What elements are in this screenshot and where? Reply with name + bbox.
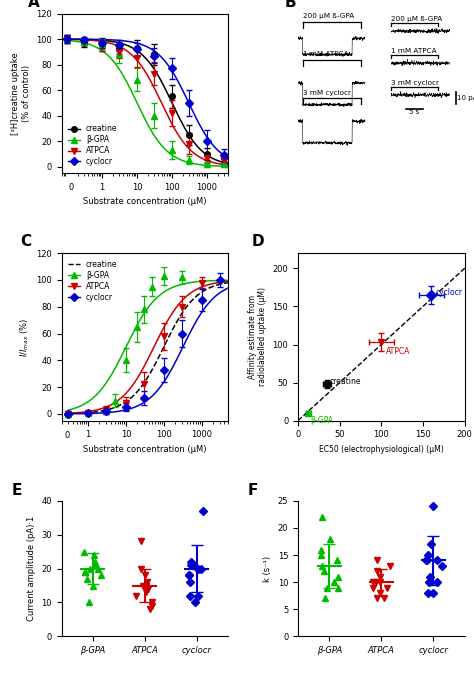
Text: ATPCA: ATPCA xyxy=(385,347,410,356)
Y-axis label: $I/I_{max}$ (%): $I/I_{max}$ (%) xyxy=(18,318,31,357)
Text: 10 pA: 10 pA xyxy=(457,95,474,101)
Text: 0: 0 xyxy=(68,183,73,192)
Legend: creatine, β-GPA, ATPCA, cyclocr: creatine, β-GPA, ATPCA, cyclocr xyxy=(65,257,120,305)
Text: C: C xyxy=(20,234,31,250)
creatine xyxy=(65,410,71,418)
creatine xyxy=(166,332,172,341)
Y-axis label: Current amplitude (pA)·1: Current amplitude (pA)·1 xyxy=(27,516,36,621)
Text: 0: 0 xyxy=(64,431,70,440)
creatine xyxy=(182,305,187,313)
Text: cyclocr: cyclocr xyxy=(436,288,462,297)
Text: E: E xyxy=(12,483,22,498)
X-axis label: Substrate concentration (μM): Substrate concentration (μM) xyxy=(83,445,207,454)
Text: A: A xyxy=(28,0,40,10)
Text: F: F xyxy=(248,483,258,498)
X-axis label: EC50 (electrophysiological) (μM): EC50 (electrophysiological) (μM) xyxy=(319,445,444,454)
Text: 3 mM cyclocr: 3 mM cyclocr xyxy=(391,80,439,86)
Text: 1 mM ATPCA: 1 mM ATPCA xyxy=(391,48,437,54)
creatine xyxy=(129,393,135,401)
Y-axis label: Affinity estimate from
radiolabelled uptake (μM): Affinity estimate from radiolabelled upt… xyxy=(247,288,267,387)
Y-axis label: [³H]creatine uptake
(% of control): [³H]creatine uptake (% of control) xyxy=(11,52,31,135)
creatine xyxy=(225,278,231,286)
Text: 3 mM cyclocr: 3 mM cyclocr xyxy=(303,89,351,95)
Y-axis label: k (s⁻¹): k (s⁻¹) xyxy=(263,556,272,582)
Text: creatine: creatine xyxy=(329,377,361,387)
Text: 200 µM ß-GPA: 200 µM ß-GPA xyxy=(391,16,443,22)
Text: β-GPA: β-GPA xyxy=(310,416,334,425)
creatine xyxy=(181,307,186,315)
Text: 200 µM ß-GPA: 200 µM ß-GPA xyxy=(303,13,354,19)
Text: D: D xyxy=(251,234,264,250)
X-axis label: Substrate concentration (μM): Substrate concentration (μM) xyxy=(83,197,207,206)
Text: 1 mM ATPCA: 1 mM ATPCA xyxy=(303,51,349,58)
Text: 5 s: 5 s xyxy=(410,109,419,115)
Legend: creatine, β-GPA, ATPCA, cyclocr: creatine, β-GPA, ATPCA, cyclocr xyxy=(65,121,120,169)
creatine xyxy=(118,401,123,409)
Line: creatine: creatine xyxy=(68,282,228,414)
Text: B: B xyxy=(285,0,296,10)
creatine xyxy=(85,409,91,417)
